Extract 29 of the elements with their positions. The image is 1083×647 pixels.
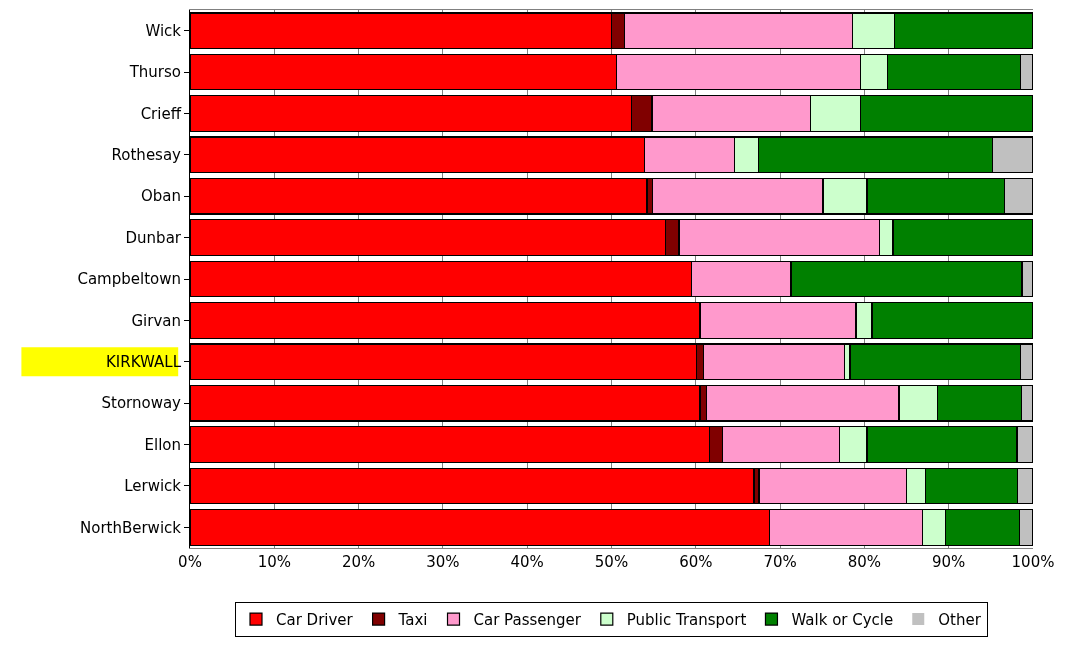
legend-label: Car Driver bbox=[276, 610, 354, 629]
x-tick-label: 20% bbox=[341, 553, 376, 571]
legend-label: Other bbox=[938, 610, 982, 629]
x-tick-label: 90% bbox=[932, 553, 966, 571]
legend-label: Taxi bbox=[397, 610, 428, 629]
y-tick-label: Thurso bbox=[128, 63, 181, 82]
x-tick-label: 80% bbox=[847, 553, 882, 571]
legend-label: Car Passenger bbox=[473, 610, 582, 629]
y-tick-label: Oban bbox=[140, 187, 181, 206]
y-tick-label: Crieff bbox=[140, 104, 182, 123]
x-tick-label: 10% bbox=[257, 553, 291, 571]
y-tick-label: Lerwick bbox=[124, 477, 182, 496]
x-tick-label: 50% bbox=[594, 553, 629, 571]
x-tick-label: 40% bbox=[510, 553, 544, 571]
y-tick-label: Stornoway bbox=[101, 394, 182, 413]
x-tick-label: 0% bbox=[178, 553, 202, 571]
y-tick-label: Rothesay bbox=[111, 146, 182, 165]
legend-label: Public Transport bbox=[626, 610, 747, 629]
x-tick-label: 100% bbox=[1011, 553, 1055, 571]
y-tick-label: Girvan bbox=[131, 311, 181, 330]
legend-label: Walk or Cycle bbox=[791, 610, 894, 629]
y-tick-label: NorthBerwick bbox=[79, 518, 182, 537]
y-tick-label: Ellon bbox=[144, 435, 181, 454]
x-tick-label: 70% bbox=[763, 553, 797, 571]
x-tick-label: 30% bbox=[426, 553, 460, 571]
x-tick-label: 60% bbox=[679, 553, 713, 571]
y-tick-label: Wick bbox=[145, 21, 182, 40]
y-tick-label: Campbeltown bbox=[77, 270, 181, 289]
y-tick-label: Dunbar bbox=[125, 228, 182, 247]
